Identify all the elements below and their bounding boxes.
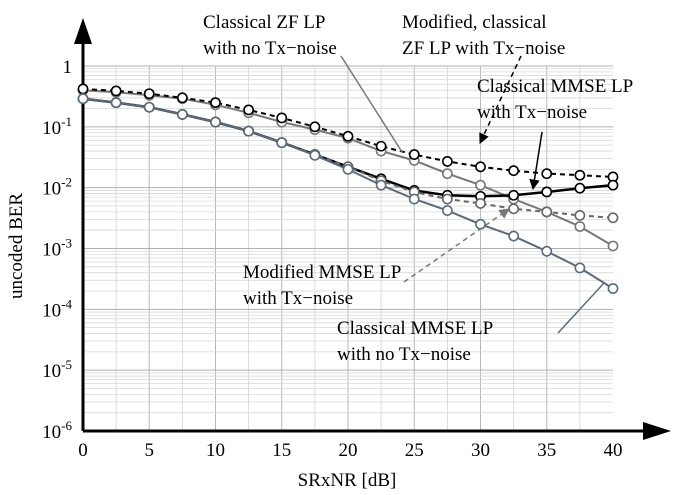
annotation-line: with Tx−noise: [477, 102, 587, 123]
data-point-mmse_tx: [541, 186, 553, 198]
data-point-mmse_no_tx: [210, 116, 221, 128]
y-tick-label: 10-6: [42, 418, 72, 443]
data-point-zf_mod_tx: [77, 83, 89, 95]
data-point-mmse_no_tx: [441, 205, 453, 216]
annotation-zf_no_tx_label: Classical ZF LP with no Tx−noise: [203, 12, 337, 59]
annotation-mmse_no_tx_label: Classical MMSE LP with no Tx−noise: [337, 318, 493, 365]
data-point-zf_no_tx: [475, 179, 486, 191]
annotation-pointer: [529, 131, 543, 191]
data-point-mmse_no_tx: [243, 125, 255, 137]
annotation-line: Classical MMSE LP: [337, 318, 493, 339]
y-tick-label: 1: [63, 57, 73, 78]
data-point-zf_mod_tx: [276, 112, 288, 124]
data-point-zf_mod_tx: [342, 130, 354, 142]
annotation-line: with no Tx−noise: [203, 38, 337, 59]
data-point-mmse_tx: [574, 182, 586, 194]
data-point-zf_mod_tx: [176, 92, 188, 104]
annotation-mmse_tx_label: Classical MMSE LP with Tx−noise: [477, 76, 633, 123]
data-point-mmse_tx: [607, 179, 619, 191]
y-axis-label: uncoded BER: [6, 193, 27, 299]
data-point-zf_mod_tx: [375, 140, 387, 152]
data-point-mmse_mod_tx: [475, 198, 486, 209]
data-point-mmse_no_tx: [541, 245, 553, 257]
data-point-zf_mod_tx: [441, 156, 453, 167]
annotation-pointer: [403, 208, 510, 283]
data-point-mmse_mod_tx: [508, 203, 520, 215]
data-point-mmse_mod_tx: [541, 206, 553, 218]
x-tick-label: 10: [206, 440, 225, 461]
x-axis-label: SRxNR [dB]: [298, 470, 397, 491]
series-group: [77, 83, 619, 294]
x-tick-label: 35: [537, 440, 556, 461]
y-axis-arrow-icon: [74, 18, 92, 44]
annotation-line: Classical MMSE LP: [477, 76, 633, 97]
y-tick-label: 10-3: [42, 236, 72, 261]
data-point-mmse_no_tx: [375, 179, 387, 191]
data-point-mmse_no_tx: [143, 101, 155, 113]
annotations: Classical ZF LP with no Tx−noise Modified,…: [203, 12, 633, 365]
data-point-zf_mod_tx: [574, 169, 586, 181]
data-point-mmse_no_tx: [508, 230, 520, 242]
x-tick-label: 5: [145, 440, 155, 461]
data-point-zf_mod_tx: [210, 97, 221, 109]
annotation-line: Modified MMSE LP: [243, 262, 401, 283]
data-point-zf_no_tx: [441, 168, 453, 180]
data-point-mmse_no_tx: [176, 109, 188, 120]
data-point-mmse_no_tx: [77, 93, 89, 105]
data-point-zf_no_tx: [607, 240, 619, 252]
x-tick-label: 25: [405, 440, 424, 461]
data-point-mmse_mod_tx: [441, 193, 453, 205]
annotation-pointer: [340, 55, 403, 153]
x-tick-label: 0: [78, 440, 88, 461]
annotation-line: Modified, classical: [402, 12, 547, 33]
x-tick-label: 20: [339, 440, 358, 461]
data-point-mmse_tx: [508, 189, 520, 201]
data-point-zf_no_tx: [574, 221, 586, 232]
data-point-mmse_no_tx: [342, 163, 354, 175]
data-point-zf_mod_tx: [309, 121, 321, 133]
x-tick-label: 15: [272, 440, 291, 461]
data-point-zf_mod_tx: [243, 104, 255, 116]
annotation-mmse_mod_label: Modified MMSE LP with Tx−noise: [243, 262, 401, 309]
annotation-zf_mod_label: Modified, classical ZF LP with Tx−noise: [402, 12, 565, 59]
data-point-mmse_no_tx: [110, 97, 122, 109]
data-point-mmse_mod_tx: [607, 212, 619, 224]
data-point-mmse_mod_tx: [574, 210, 586, 221]
annotation-pointer: [557, 282, 605, 334]
data-point-mmse_no_tx: [607, 283, 619, 294]
data-point-zf_mod_tx: [143, 88, 155, 100]
data-point-mmse_no_tx: [276, 137, 288, 149]
data-point-mmse_no_tx: [574, 262, 586, 274]
annotation-line: Classical ZF LP: [203, 12, 325, 33]
y-tick-label: 10-1: [42, 114, 72, 139]
data-point-mmse_no_tx: [309, 149, 321, 161]
tick-labels: 0 5 10 15 20 25 30 35 40 1 10-1 10-2 10-3 10-4 10-5 10-…: [42, 57, 622, 461]
data-point-zf_mod_tx: [508, 165, 520, 177]
annotation-line: with Tx−noise: [243, 288, 353, 309]
data-point-mmse_no_tx: [475, 218, 486, 230]
y-tick-label: 10-2: [42, 175, 72, 200]
annotation-line: ZF LP with Tx−noise: [402, 38, 565, 59]
data-point-zf_mod_tx: [110, 85, 122, 97]
x-tick-label: 30: [471, 440, 490, 461]
annotation-pointer: [479, 55, 522, 144]
data-point-mmse_no_tx: [408, 193, 420, 205]
data-point-zf_mod_tx: [475, 161, 486, 173]
data-point-zf_mod_tx: [541, 168, 553, 180]
x-axis-arrow-icon: [643, 422, 671, 440]
y-tick-label: 10-5: [42, 357, 72, 382]
x-tick-label: 40: [604, 440, 623, 461]
y-tick-label: 10-4: [42, 296, 72, 321]
annotation-line: with no Tx−noise: [337, 344, 471, 365]
data-point-zf_mod_tx: [408, 149, 420, 160]
